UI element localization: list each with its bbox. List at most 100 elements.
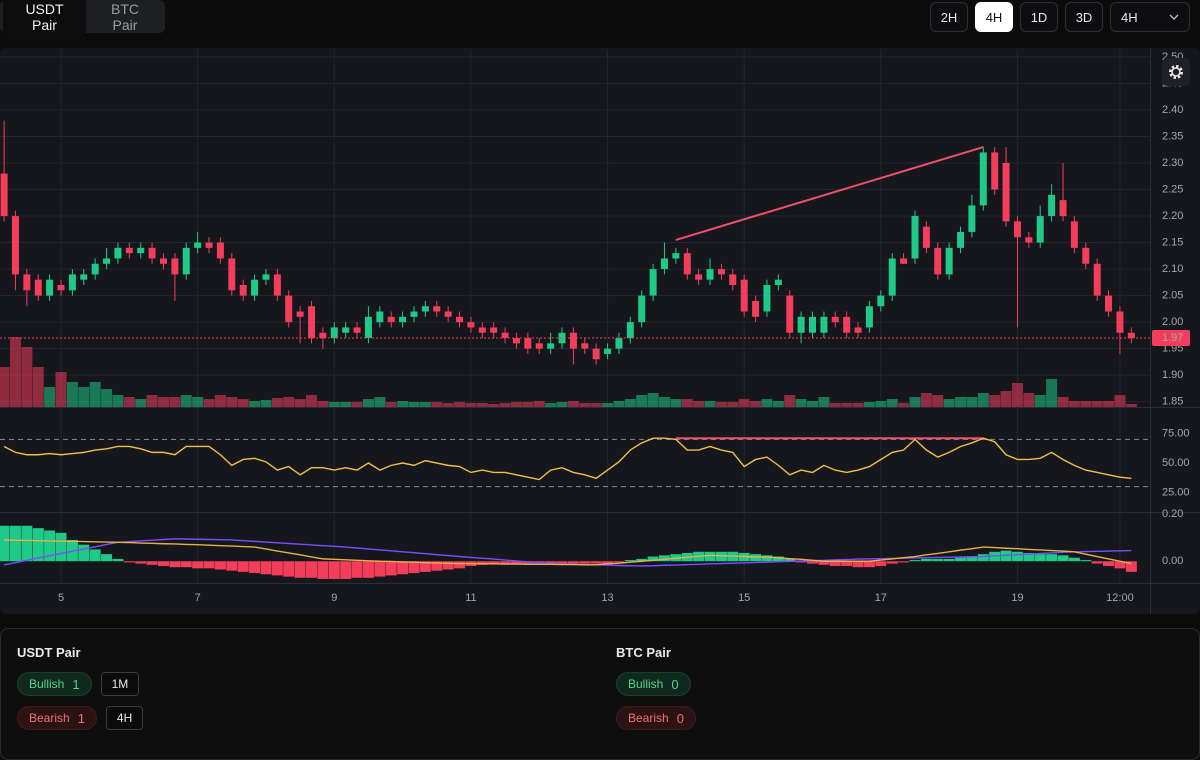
macd-histogram-bar	[932, 558, 944, 562]
volume-bar	[909, 397, 921, 407]
timeframe-button[interactable]: 1D	[1020, 2, 1058, 32]
timeframe-button[interactable]: 2H	[930, 2, 968, 32]
badge-count: 1	[77, 710, 85, 726]
candle-body	[171, 258, 179, 275]
candle-body	[410, 311, 418, 317]
pair-heading: BTC Pair	[616, 645, 671, 660]
macd-histogram-bar	[89, 549, 101, 562]
candle-body	[820, 316, 828, 333]
badge-label: Bearish	[29, 711, 70, 725]
candle-body	[444, 311, 452, 317]
macd-histogram-bar	[829, 561, 841, 566]
macd-histogram-bar	[852, 561, 864, 568]
macd-histogram-bar	[1057, 555, 1069, 562]
timeframe-button[interactable]: 3D	[1065, 2, 1103, 32]
candle-body	[148, 247, 156, 259]
macd-histogram-bar	[317, 561, 329, 579]
macd-histogram-bar	[55, 532, 67, 562]
volume-bar	[55, 372, 67, 407]
candle-body	[57, 284, 65, 291]
macd-histogram-bar	[750, 554, 762, 562]
volume-bar	[989, 395, 1001, 407]
macd-histogram-bar	[101, 554, 113, 562]
volume-bar	[818, 397, 830, 407]
volume-bar	[738, 399, 750, 407]
last-price-box	[1152, 330, 1190, 347]
macd-line	[4, 539, 1132, 566]
macd-histogram-bar	[761, 555, 773, 562]
volume-bar	[1091, 401, 1103, 407]
macd-tick-label: 0.20	[1162, 508, 1183, 520]
chevron	[1169, 14, 1179, 20]
candle-body	[342, 327, 350, 333]
volume-bar	[203, 399, 215, 407]
pair-tab[interactable]: BTC Pair	[88, 0, 162, 39]
candle-body	[182, 247, 190, 275]
volume-bar	[647, 393, 659, 407]
macd-histogram-bar	[1011, 551, 1023, 562]
volume-bar	[1034, 395, 1046, 407]
volume-bar	[431, 402, 443, 407]
candle-body	[364, 316, 372, 339]
candle-body	[831, 316, 839, 323]
candle-body	[945, 247, 953, 275]
candle-body	[399, 316, 407, 323]
candle-body	[490, 327, 498, 333]
volume-bar	[784, 395, 796, 407]
candle-body	[1036, 216, 1044, 243]
pair-tab[interactable]: USDT Pair	[3, 0, 87, 39]
candle-body	[80, 274, 88, 280]
macd-histogram-bar	[624, 560, 636, 562]
volume-bar	[454, 402, 466, 407]
macd-histogram-bar	[499, 561, 511, 564]
macd-histogram-bar	[1068, 557, 1080, 562]
macd-histogram-bar	[283, 561, 295, 577]
candle-body	[0, 173, 8, 217]
macd-histogram-bar	[1080, 560, 1092, 562]
candle-body	[456, 316, 464, 323]
macd-histogram-bar	[807, 561, 819, 564]
volume-bar	[1023, 393, 1035, 407]
candle-body	[114, 247, 122, 259]
rsi-tick-label: 50.00	[1162, 457, 1190, 469]
candle-body	[774, 279, 782, 285]
volume-bar	[226, 397, 238, 407]
volume-bar	[522, 402, 534, 407]
macd-histogram-bar	[44, 530, 56, 562]
candle-body	[569, 332, 577, 349]
macd-histogram-bar	[431, 561, 443, 571]
candle-body	[809, 316, 817, 333]
bullish-badge: Bullish 0	[616, 672, 691, 696]
macd-histogram-bar	[203, 561, 215, 569]
macd-histogram-bar	[841, 561, 853, 566]
candle-body	[865, 306, 873, 328]
timeframe-button[interactable]: 4H	[975, 2, 1013, 32]
rsi-tick-label: 75.00	[1162, 427, 1190, 439]
volume-bar	[283, 397, 295, 407]
candle-body	[103, 258, 111, 264]
volume-bar	[146, 395, 158, 407]
volume-bar	[1000, 391, 1012, 407]
macd-histogram-bar	[704, 551, 716, 562]
volume-bar	[533, 401, 545, 407]
bearish-badge: Bearish 1	[17, 706, 97, 730]
y-tick-label: 1.90	[1162, 369, 1183, 381]
y-tick-label: 2.10	[1162, 263, 1183, 275]
x-tick-label: 12:00	[1106, 592, 1134, 604]
chart: 5 7 9 11 13 15 17 19 12:001.851.901.952.002.052.…	[0, 48, 1200, 614]
volume-bar	[1080, 401, 1092, 407]
candle-body	[159, 258, 167, 264]
volume-bar	[112, 395, 124, 407]
macd-histogram-bar	[1023, 552, 1035, 562]
volume-bar	[681, 399, 693, 407]
volume-bar	[761, 399, 773, 407]
bearish-badge: Bearish 0	[616, 706, 696, 730]
candle-body	[319, 332, 327, 339]
candle-body	[251, 279, 259, 296]
settings-button[interactable]	[1162, 58, 1190, 86]
volume-bar	[841, 403, 853, 407]
candle-body	[991, 152, 999, 190]
interval-select[interactable]: 4H	[1110, 2, 1190, 32]
y-tick-label: 2.15	[1162, 236, 1183, 248]
bullish-badge: Bullish 1	[17, 672, 92, 696]
